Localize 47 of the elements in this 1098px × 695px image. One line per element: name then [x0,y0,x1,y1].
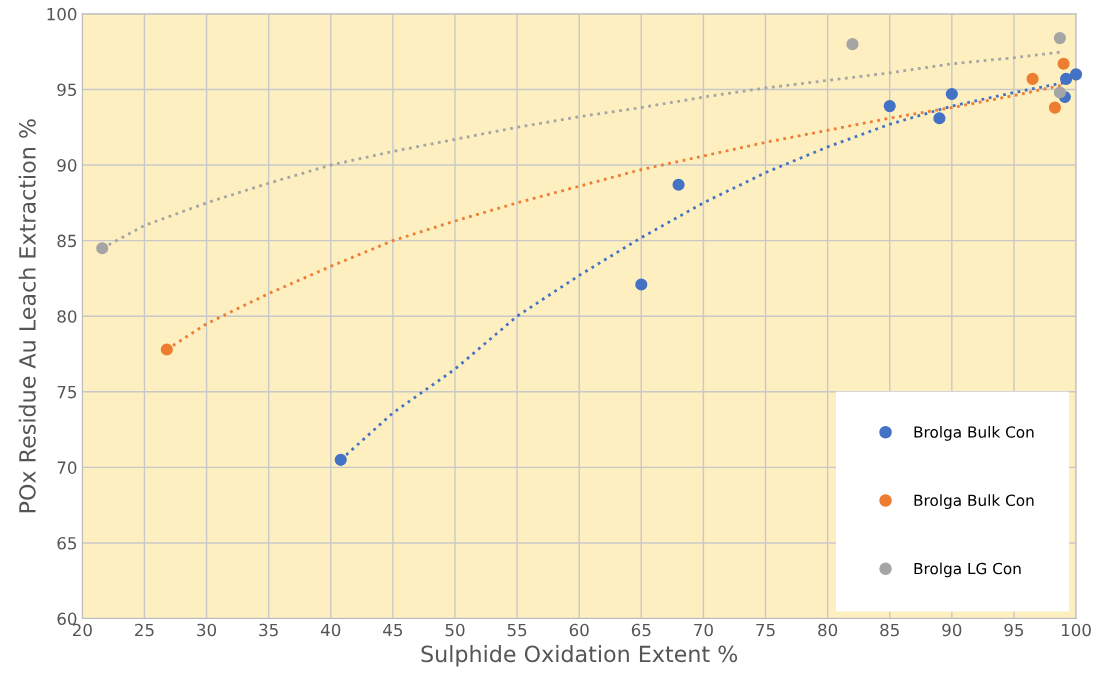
point [672,178,685,191]
point [883,100,896,113]
x-tick-label: 85 [880,623,899,637]
point [1048,101,1061,114]
x-tick-label: 100 [1061,623,1091,637]
point [846,38,859,51]
x-tick-label: 75 [756,623,775,637]
point [1026,72,1039,85]
y-tick-label: 60 [57,612,77,626]
legend-label: Brolga Bulk Con [914,426,1034,441]
x-tick-label: 20 [72,623,92,637]
x-tick-label: 90 [942,623,962,637]
y-tick-label: 75 [57,385,77,399]
point [160,343,173,356]
point [96,242,109,255]
point [334,453,347,466]
legend-label: Brolga Bulk Con [914,494,1034,510]
point [1060,72,1073,85]
point [1053,32,1066,45]
x-tick-label: 35 [259,623,278,637]
y-tick-label: 95 [57,83,77,97]
point [945,87,958,101]
y-tick-label: 90 [57,159,77,172]
x-tick-label: 65 [631,623,651,637]
y-axis-title: POx Residue Au Leach Extraction % [18,119,36,513]
point [1069,68,1083,81]
x-tick-label: 95 [1004,623,1024,637]
point [635,278,648,291]
x-tick-label: 70 [694,623,713,637]
legend-label: Brolga LG Con [914,562,1021,578]
x-tick-label: 55 [507,623,527,637]
point [1057,57,1070,70]
x-tick-label: 30 [197,623,217,637]
y-tick-label: 80 [57,310,77,323]
point [933,112,946,125]
x-tick-label: 45 [383,623,403,637]
y-tick-label: 65 [57,536,77,550]
x-tick-label: 60 [569,623,589,637]
x-tick-label: 50 [445,623,465,637]
y-tick-label: 85 [57,234,77,248]
x-tick-label: 80 [818,623,838,637]
x-tick-label: 40 [320,623,341,637]
x-tick-label: 25 [135,623,154,637]
y-tick-label: 100 [47,7,77,21]
y-tick-label: 70 [57,461,77,474]
point [1053,86,1066,99]
x-axis-title: Sulphide Oxidation Extent % [421,645,738,667]
